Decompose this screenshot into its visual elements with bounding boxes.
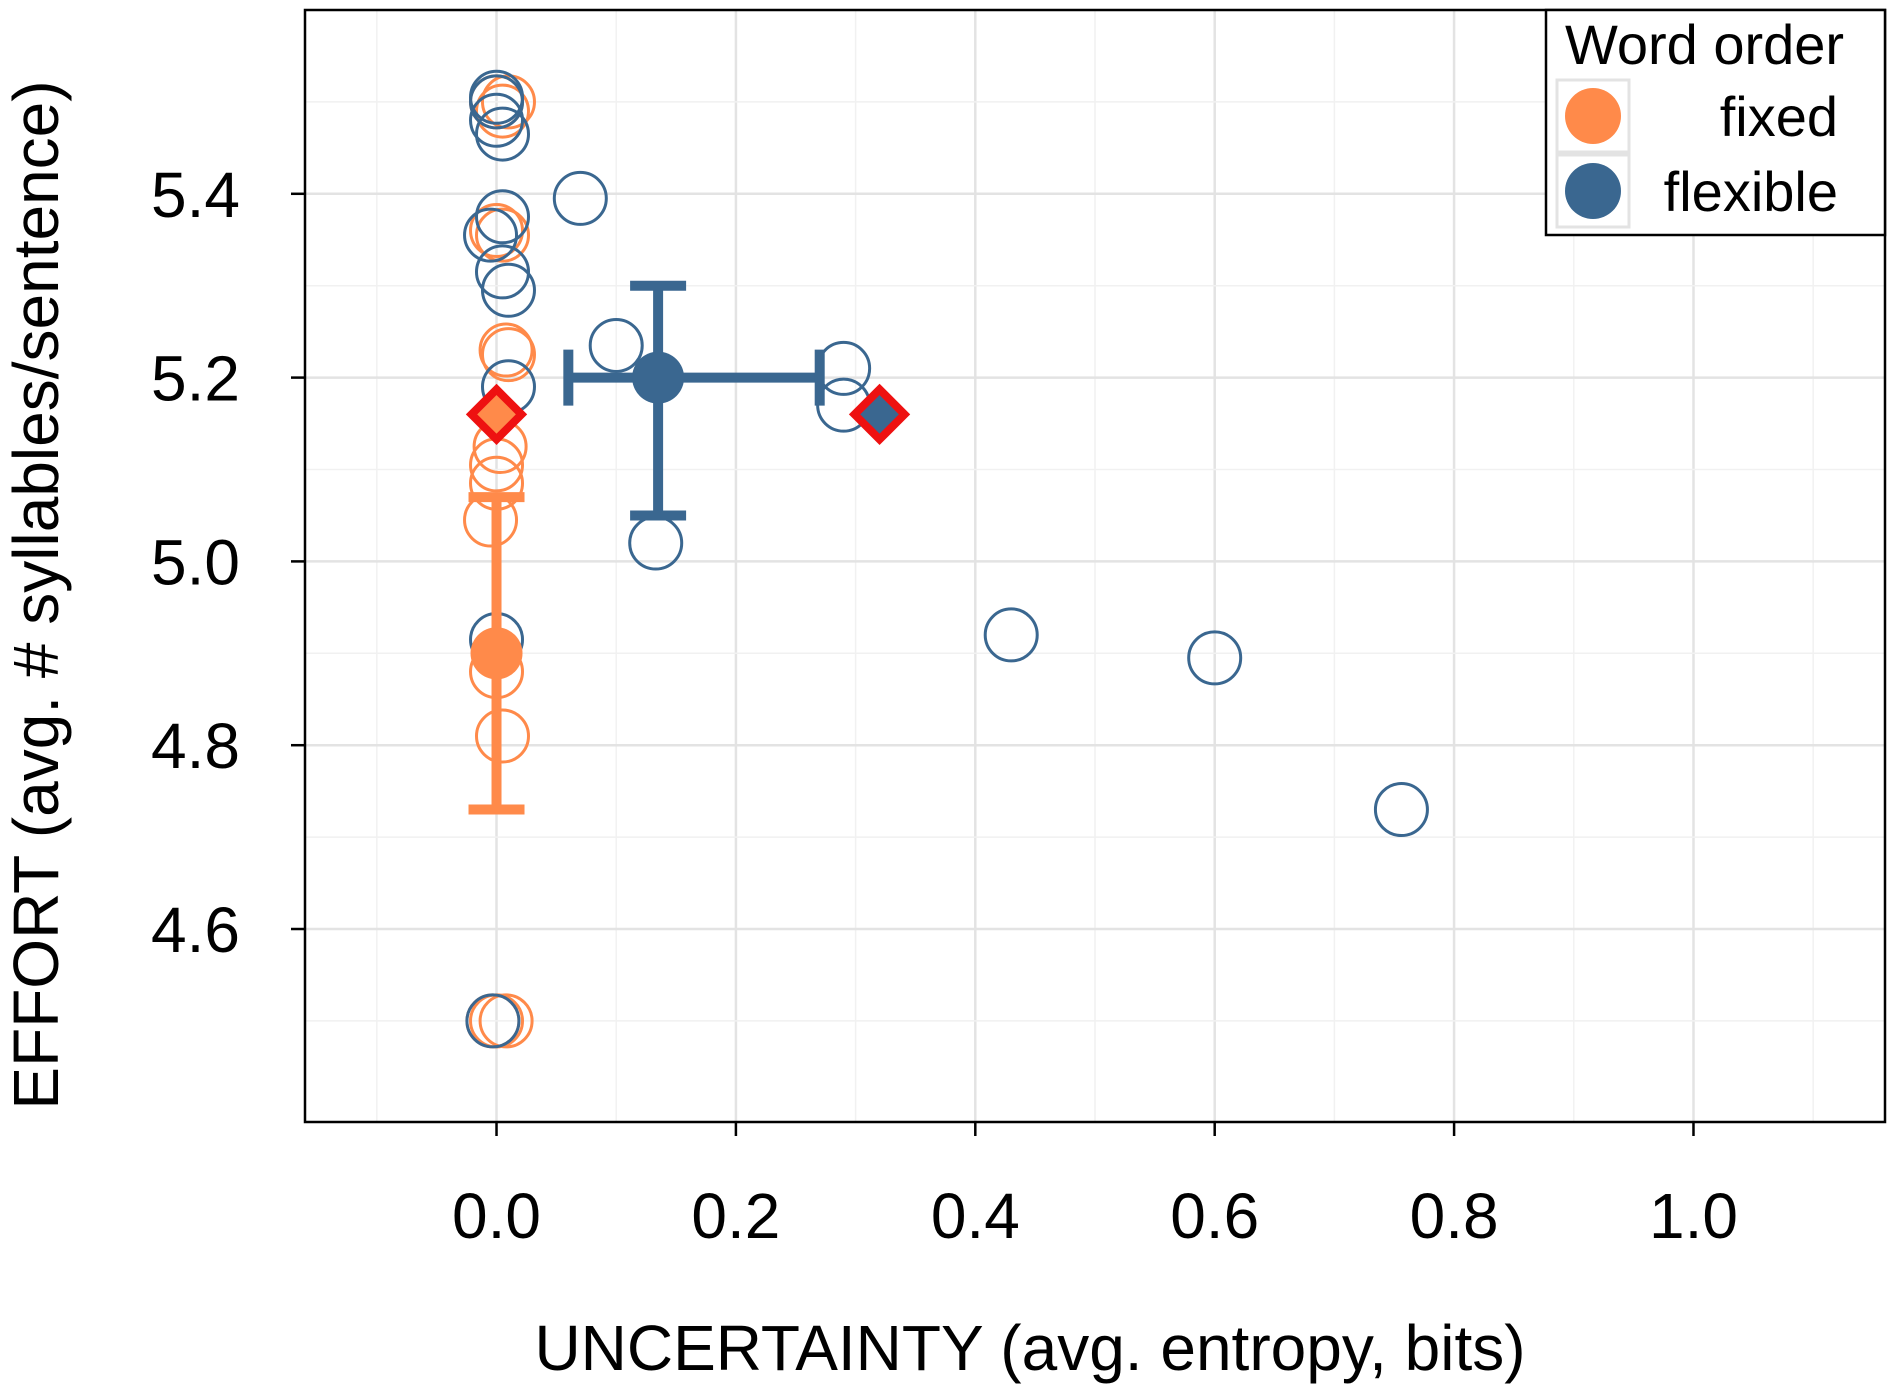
data-point-flexible bbox=[552, 170, 608, 226]
data-point-flexible bbox=[475, 244, 530, 300]
legend-key-fixed-marker bbox=[1565, 88, 1621, 144]
data-points bbox=[463, 69, 1429, 1049]
highlight-diamond-flexible bbox=[848, 383, 911, 446]
data-point-fixed bbox=[478, 322, 534, 378]
mean-point-fixed bbox=[470, 627, 523, 680]
x-tick-label: 0.0 bbox=[452, 1180, 541, 1252]
highlight-markers bbox=[465, 383, 911, 446]
data-point-fixed bbox=[480, 327, 536, 383]
data-point-flexible bbox=[469, 92, 525, 148]
data-point-flexible bbox=[469, 74, 525, 130]
data-point-flexible bbox=[480, 262, 536, 318]
y-tick-label: 4.6 bbox=[151, 894, 240, 966]
y-tick-label: 5.0 bbox=[151, 526, 240, 598]
legend-key-fixed-box bbox=[1555, 78, 1631, 154]
plot-frame bbox=[303, 8, 1887, 1124]
error-bars bbox=[468, 280, 825, 815]
data-point-flexible bbox=[465, 993, 521, 1049]
data-point-fixed bbox=[478, 993, 534, 1049]
x-axis: 0.0 0.2 0.4 0.6 0.8 1.0 bbox=[452, 1122, 1738, 1252]
x-tick-label: 0.8 bbox=[1410, 1180, 1499, 1252]
legend-label-flexible: flexible bbox=[1664, 160, 1838, 223]
y-tick-label: 5.4 bbox=[151, 159, 240, 231]
data-point-flexible bbox=[475, 106, 530, 162]
x-tick-label: 0.4 bbox=[931, 1180, 1020, 1252]
data-point-flexible bbox=[475, 189, 530, 245]
data-point-flexible bbox=[463, 207, 519, 263]
legend-title: Word order bbox=[1565, 13, 1844, 76]
data-point-fixed bbox=[475, 83, 530, 139]
mean-point-flexible bbox=[632, 351, 685, 404]
y-tick-label: 5.2 bbox=[151, 343, 240, 415]
data-point-flexible bbox=[983, 607, 1039, 663]
highlight-diamond-fixed bbox=[465, 383, 528, 446]
legend: Word order fixed flexible bbox=[1544, 8, 1887, 237]
x-tick-label: 0.6 bbox=[1170, 1180, 1259, 1252]
data-point-flexible bbox=[1373, 782, 1429, 838]
legend-key-flexible-marker bbox=[1565, 163, 1621, 219]
data-point-fixed bbox=[469, 203, 525, 259]
x-tick-label: 1.0 bbox=[1649, 1180, 1738, 1252]
y-axis: 4.6 4.8 5.0 5.2 5.4 bbox=[151, 159, 305, 966]
data-point-fixed bbox=[480, 74, 536, 130]
x-axis-label: UNCERTAINTY (avg. entropy, bits) bbox=[534, 1312, 1525, 1384]
data-point-flexible bbox=[588, 317, 644, 373]
y-axis-label: EFFORT (avg. # syllables/sentence) bbox=[0, 80, 72, 1109]
legend-key-flexible-box bbox=[1555, 153, 1631, 229]
data-point-flexible bbox=[1187, 630, 1243, 686]
data-point-fixed bbox=[475, 708, 530, 764]
x-tick-label: 0.2 bbox=[691, 1180, 780, 1252]
y-tick-label: 4.8 bbox=[151, 710, 240, 782]
legend-label-fixed: fixed bbox=[1720, 85, 1838, 148]
data-point-fixed bbox=[475, 207, 530, 263]
